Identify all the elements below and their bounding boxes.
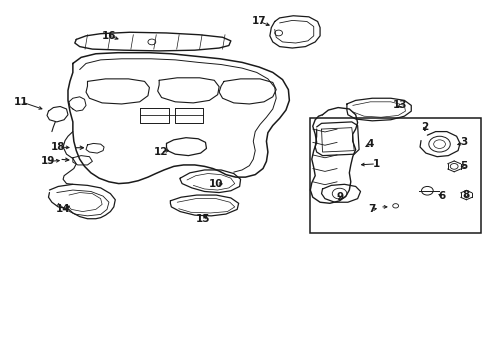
Text: 18: 18 [51, 142, 65, 152]
Text: 13: 13 [392, 100, 407, 111]
Text: 10: 10 [208, 179, 223, 189]
Text: 2: 2 [421, 122, 427, 132]
Text: 7: 7 [368, 204, 375, 215]
Text: 14: 14 [56, 204, 70, 215]
Text: 11: 11 [14, 97, 28, 107]
Text: 1: 1 [372, 159, 379, 169]
Text: 9: 9 [335, 192, 343, 202]
Text: 8: 8 [462, 190, 469, 200]
Text: 15: 15 [195, 215, 210, 224]
Text: 16: 16 [102, 31, 116, 41]
Text: 3: 3 [459, 138, 467, 147]
Text: 5: 5 [459, 161, 467, 171]
Text: 4: 4 [366, 139, 373, 149]
Bar [310, 118, 480, 233]
Text: 17: 17 [251, 17, 266, 27]
Text: 12: 12 [153, 147, 167, 157]
Text: 6: 6 [437, 191, 445, 201]
Text: 19: 19 [41, 156, 56, 166]
